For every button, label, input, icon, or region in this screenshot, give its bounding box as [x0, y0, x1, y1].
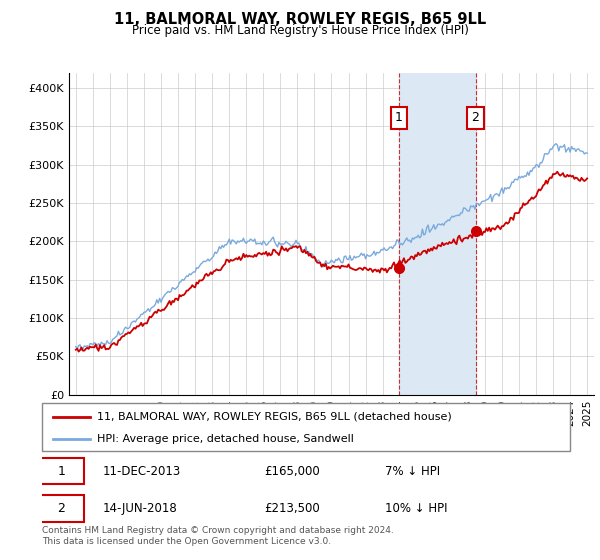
- Text: HPI: Average price, detached house, Sandwell: HPI: Average price, detached house, Sand…: [97, 434, 355, 444]
- Text: 1: 1: [58, 465, 65, 478]
- Text: £213,500: £213,500: [264, 502, 320, 515]
- Text: 10% ↓ HPI: 10% ↓ HPI: [385, 502, 448, 515]
- Bar: [399, 73, 476, 395]
- Text: 11, BALMORAL WAY, ROWLEY REGIS, B65 9LL (detached house): 11, BALMORAL WAY, ROWLEY REGIS, B65 9LL …: [97, 412, 452, 422]
- Text: 11, BALMORAL WAY, ROWLEY REGIS, B65 9LL: 11, BALMORAL WAY, ROWLEY REGIS, B65 9LL: [114, 12, 486, 27]
- Text: 2: 2: [58, 502, 65, 515]
- Text: 14-JUN-2018: 14-JUN-2018: [103, 502, 178, 515]
- FancyBboxPatch shape: [42, 403, 570, 451]
- Text: 2: 2: [472, 111, 479, 124]
- FancyBboxPatch shape: [40, 458, 84, 484]
- Text: 1: 1: [395, 111, 403, 124]
- Text: Contains HM Land Registry data © Crown copyright and database right 2024.
This d: Contains HM Land Registry data © Crown c…: [42, 526, 394, 546]
- Text: 7% ↓ HPI: 7% ↓ HPI: [385, 465, 440, 478]
- Text: £165,000: £165,000: [264, 465, 320, 478]
- Text: 11-DEC-2013: 11-DEC-2013: [103, 465, 181, 478]
- Text: Price paid vs. HM Land Registry's House Price Index (HPI): Price paid vs. HM Land Registry's House …: [131, 24, 469, 36]
- FancyBboxPatch shape: [40, 495, 84, 521]
